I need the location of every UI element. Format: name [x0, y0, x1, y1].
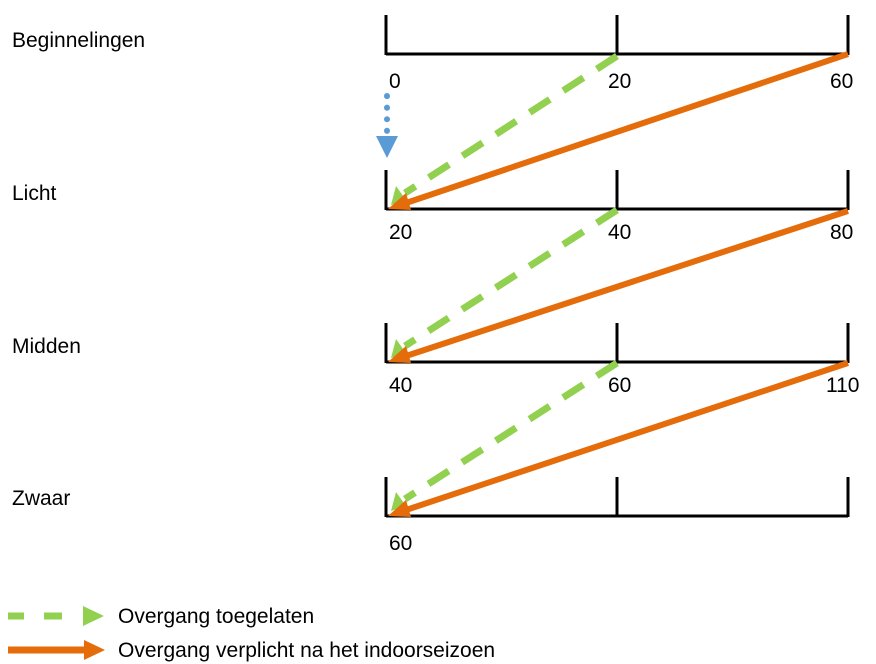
transition-allowed-beginnelingen-licht — [391, 53, 619, 205]
legend: Overgang toegelaten Overgang verplicht n… — [8, 605, 495, 662]
tick-label-right: 80 — [830, 221, 853, 244]
tick-label-right: 60 — [830, 70, 853, 93]
transition-mandatory-midden-zwaar — [388, 360, 849, 517]
transition-allowed-licht-midden — [391, 207, 619, 358]
level-row-midden: Midden 40 60 110 — [12, 323, 859, 397]
tick-label-right: 110 — [826, 374, 859, 397]
level-scale — [384, 477, 850, 518]
legend-item-mandatory: Overgang verplicht na het indoorseizoen — [8, 639, 495, 662]
tick-label-left: 60 — [389, 532, 412, 555]
transition-mandatory-licht-midden — [388, 208, 849, 363]
start-arrow — [376, 93, 398, 158]
tick-label-middle: 20 — [608, 70, 631, 93]
level-row-zwaar: Zwaar 60 — [12, 477, 850, 555]
solid-arrow-icon — [8, 640, 105, 660]
tick-label-left: 20 — [389, 221, 412, 244]
tick-label-middle: 60 — [608, 374, 631, 397]
transition-mandatory-beginnelingen-licht — [388, 51, 849, 210]
level-scale — [384, 323, 850, 364]
tick-label-left: 40 — [389, 374, 412, 397]
level-row-beginnelingen: Beginnelingen 0 20 60 — [12, 15, 853, 93]
level-scale — [384, 170, 850, 211]
level-label-midden: Midden — [12, 335, 81, 358]
level-label-licht: Licht — [12, 182, 57, 205]
dashed-arrow-icon — [8, 606, 104, 626]
legend-label-allowed: Overgang toegelaten — [118, 605, 314, 628]
tick-label-left: 0 — [389, 70, 401, 93]
level-label-zwaar: Zwaar — [12, 487, 70, 510]
level-row-licht: Licht 20 40 80 — [12, 170, 853, 244]
transition-allowed-midden-zwaar — [391, 360, 619, 511]
legend-label-mandatory: Overgang verplicht na het indoorseizoen — [118, 639, 495, 662]
legend-item-allowed: Overgang toegelaten — [8, 605, 314, 628]
level-scale — [384, 15, 850, 56]
tick-label-middle: 40 — [608, 221, 631, 244]
level-label-beginnelingen: Beginnelingen — [12, 29, 145, 52]
